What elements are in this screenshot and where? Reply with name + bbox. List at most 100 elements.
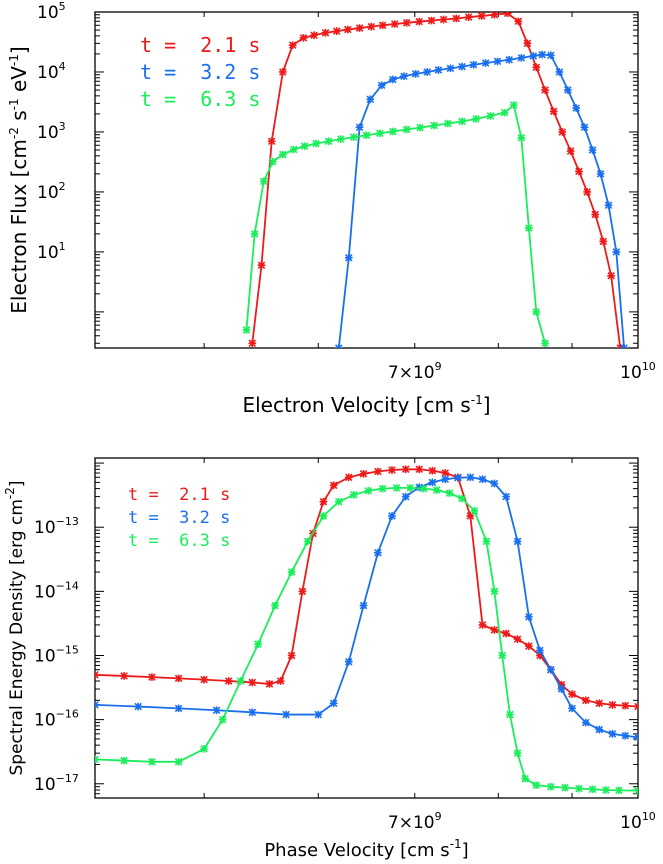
- data-point: [595, 725, 604, 734]
- x-tick-label: 7×109: [388, 360, 442, 383]
- x-ticks: [203, 458, 639, 798]
- data-point: [423, 68, 431, 76]
- data-point: [415, 483, 424, 492]
- data-point: [470, 507, 479, 515]
- data-point: [257, 261, 266, 270]
- data-point: [359, 601, 368, 610]
- y-axis-title: Electron Flux [cm-2 s-1 eV-1]: [7, 46, 31, 313]
- data-point: [532, 781, 541, 790]
- data-point: [458, 62, 466, 71]
- data-point: [529, 52, 538, 60]
- data-point: [482, 537, 491, 546]
- data-point: [490, 12, 499, 19]
- data-point: [366, 95, 375, 104]
- data-point: [415, 17, 424, 26]
- data-point: [536, 651, 544, 660]
- data-point: [377, 81, 386, 90]
- data-point: [546, 782, 555, 791]
- y-tick-label: 101: [37, 240, 66, 263]
- data-point: [174, 674, 183, 683]
- data-point: [443, 119, 452, 128]
- data-point: [446, 64, 455, 73]
- data-point: [441, 469, 450, 477]
- data-point: [536, 646, 544, 655]
- data-point: [212, 706, 221, 715]
- data-point: [458, 117, 466, 126]
- y-tick-label: 10−13: [34, 515, 79, 538]
- data-point: [279, 68, 287, 76]
- legend-entry: t = 6.3 s: [128, 531, 230, 551]
- data-point: [634, 786, 638, 795]
- data-point: [477, 12, 486, 20]
- data-point: [402, 125, 411, 134]
- series-2: [334, 50, 628, 348]
- data-point: [248, 678, 257, 687]
- data-point: [434, 66, 443, 74]
- data-point: [509, 101, 518, 109]
- data-point: [506, 710, 514, 719]
- data-point: [200, 675, 208, 684]
- data-point: [329, 699, 338, 708]
- data-point: [378, 484, 387, 493]
- y-tick-label: 102: [37, 180, 66, 203]
- data-point: [502, 629, 510, 638]
- data-point: [120, 756, 128, 765]
- legend-entry: t = 3.2 s: [140, 60, 260, 84]
- data-point: [174, 704, 183, 713]
- data-point: [452, 14, 461, 23]
- y-ticks: [95, 11, 638, 344]
- chart-panel-2: 10−17 10−16 10−15 10−14 10−13 7×109 1010 Phase …: [3, 457, 656, 861]
- data-point: [236, 677, 245, 685]
- y-tick-label: 104: [37, 60, 66, 83]
- data-point: [502, 492, 510, 501]
- data-point: [388, 512, 396, 520]
- data-point: [334, 344, 343, 348]
- data-point: [224, 677, 233, 685]
- data-point: [481, 59, 490, 67]
- data-point: [303, 537, 312, 546]
- data-point: [364, 486, 373, 495]
- data-point: [608, 701, 617, 709]
- data-point: [254, 640, 262, 649]
- data-point: [599, 237, 608, 246]
- data-point: [572, 104, 581, 112]
- data-point: [615, 786, 623, 795]
- data-point: [490, 479, 499, 488]
- series-2: [95, 473, 638, 742]
- data-point: [378, 21, 387, 30]
- data-point: [248, 339, 257, 348]
- data-point: [265, 680, 274, 688]
- data-point: [500, 108, 509, 117]
- x-axis-title: Electron Velocity [cm s-1]: [242, 393, 490, 417]
- data-point: [415, 465, 424, 474]
- data-point: [279, 150, 287, 159]
- data-point: [620, 344, 628, 348]
- data-point: [591, 210, 600, 219]
- data-point: [432, 486, 441, 494]
- data-point: [561, 783, 569, 792]
- data-point: [517, 54, 526, 62]
- data-point: [401, 492, 410, 501]
- data-point: [607, 271, 615, 280]
- data-point: [505, 55, 514, 64]
- data-point: [242, 326, 251, 334]
- data-point: [472, 115, 480, 123]
- plot-frame: [94, 11, 639, 349]
- data-point: [95, 701, 99, 709]
- x-axis-title: Phase Velocity [cm s-1]: [264, 837, 468, 861]
- data-point: [568, 704, 576, 713]
- data-point: [248, 708, 257, 717]
- data-point: [581, 696, 590, 705]
- data-point: [411, 70, 420, 78]
- data-point: [634, 702, 638, 711]
- data-point: [621, 731, 630, 740]
- data-point: [564, 86, 572, 94]
- data-point: [581, 718, 590, 727]
- data-point: [300, 142, 309, 150]
- y-tick-label: 10−17: [34, 772, 79, 795]
- data-point: [503, 12, 512, 18]
- data-point: [557, 680, 566, 689]
- data-point: [282, 710, 290, 719]
- data-point: [276, 677, 285, 685]
- data-point: [428, 478, 437, 487]
